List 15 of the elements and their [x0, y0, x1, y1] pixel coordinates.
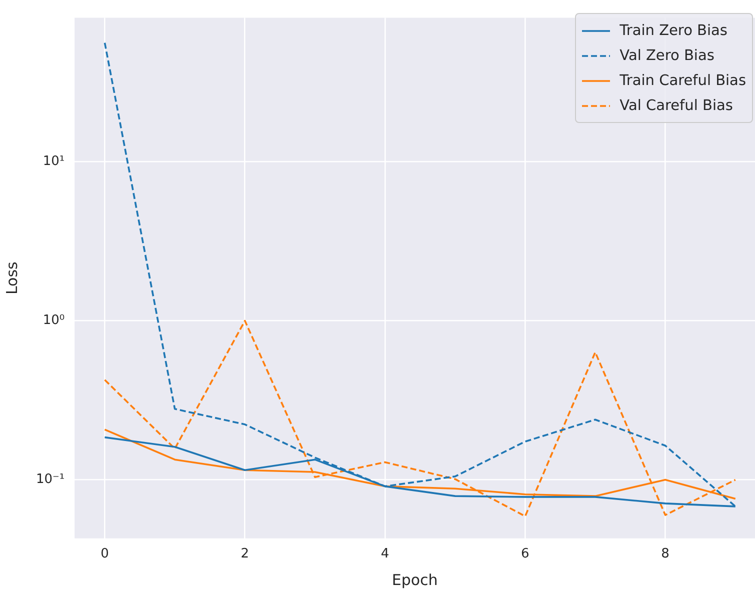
y-tick-label: 10¹	[42, 154, 65, 170]
legend-label: Train Careful Bias	[620, 72, 746, 88]
y-axis-title: Loss	[2, 261, 21, 295]
y-tick-label: 10⁰	[42, 313, 65, 328]
y-tick-label: 10⁻¹	[36, 472, 65, 488]
x-axis-title: Epoch	[392, 570, 438, 589]
line-series	[104, 320, 736, 518]
legend-label: Val Careful Bias	[620, 98, 733, 114]
x-tick-label: 4	[380, 546, 390, 562]
legend-label: Val Zero Bias	[620, 48, 714, 64]
x-tick-label: 2	[240, 546, 250, 562]
x-tick-label: 0	[100, 546, 109, 562]
legend-label: Train Zero Bias	[620, 22, 728, 38]
x-tick-label: 6	[521, 546, 530, 562]
x-tick-label: 8	[661, 546, 670, 562]
